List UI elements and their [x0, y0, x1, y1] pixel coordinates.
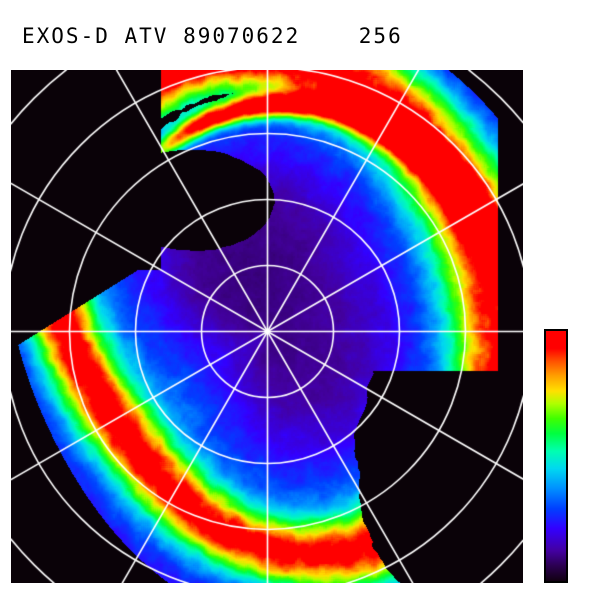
title-bar: EXOS-D ATV 89070622 256 — [0, 0, 600, 70]
aurora-image-canvas — [11, 70, 523, 583]
polar-plot-panel[interactable] — [11, 70, 523, 583]
colorbar-gradient — [546, 331, 566, 581]
colorbar[interactable] — [544, 329, 568, 583]
page-title: EXOS-D ATV 89070622 256 — [22, 24, 403, 48]
